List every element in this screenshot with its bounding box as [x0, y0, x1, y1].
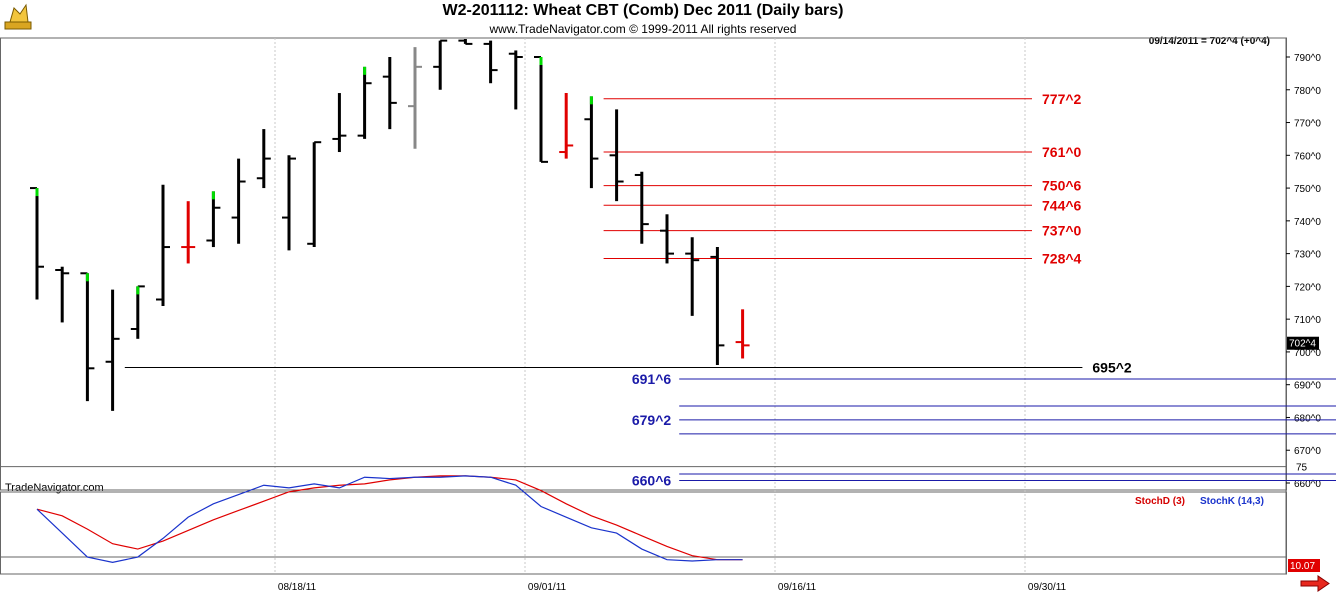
stoch-series-line — [36, 475, 743, 561]
y-tick-label: 720^0 — [1294, 282, 1321, 293]
x-tick-label: 09/30/11 — [1028, 582, 1067, 593]
y-tick-label: 690^0 — [1294, 381, 1321, 392]
y-tick-label: 790^0 — [1294, 53, 1321, 64]
y-tick-label: 760^0 — [1294, 151, 1321, 162]
level-label: 761^0 — [1042, 144, 1082, 160]
level-label: 728^4 — [1042, 251, 1082, 267]
level-label: 737^0 — [1042, 223, 1082, 239]
trade-navigator-logo-icon — [4, 3, 32, 30]
y-tick-label: 740^0 — [1294, 217, 1321, 228]
stoch-series-line — [36, 475, 743, 563]
y-tick-label: 670^0 — [1294, 446, 1321, 457]
scroll-right-arrow-icon[interactable] — [1300, 575, 1330, 592]
level-label: 744^6 — [1042, 197, 1082, 213]
x-tick-label: 09/16/11 — [778, 582, 817, 593]
last-price-box — [1287, 336, 1319, 350]
y-tick-label: 700^0 — [1294, 348, 1321, 359]
stoch-value-label: 10.07 — [1290, 561, 1315, 572]
stoch-tick-label: 75 — [1296, 463, 1308, 474]
level-label: 679^2 — [632, 412, 672, 428]
y-tick-label: 660^0 — [1294, 479, 1321, 490]
y-tick-label: 770^0 — [1294, 119, 1321, 130]
y-tick-label: 780^0 — [1294, 86, 1321, 97]
level-label: 695^2 — [1092, 359, 1132, 375]
y-tick-label: 750^0 — [1294, 184, 1321, 195]
level-label: 660^6 — [632, 473, 672, 489]
y-tick-label: 680^0 — [1294, 413, 1321, 424]
stochd-legend: StochD (3) — [1135, 496, 1185, 507]
watermark-text: TradeNavigator.com — [5, 482, 104, 494]
indicator-panel-frame — [0, 491, 1287, 575]
level-label: 777^2 — [1042, 91, 1082, 107]
x-tick-label: 08/18/11 — [278, 582, 317, 593]
last-price-label: 702^4 — [1289, 339, 1316, 350]
chart-title: W2-201112: Wheat CBT (Comb) Dec 2011 (Da… — [442, 2, 844, 19]
level-label: 750^6 — [1042, 178, 1082, 194]
x-tick-label: 09/01/11 — [528, 582, 567, 593]
y-tick-label: 730^0 — [1294, 250, 1321, 261]
y-tick-label: 710^0 — [1294, 315, 1321, 326]
stochk-legend: StochK (14,3) — [1200, 496, 1264, 507]
last-price-info: 09/14/2011 = 702^4 (+0^4) — [1148, 36, 1270, 47]
stoch-value-box — [1288, 559, 1320, 572]
copyright-text: www.TradeNavigator.com © 1999-2011 All r… — [489, 22, 797, 36]
level-label: 691^6 — [632, 371, 672, 387]
